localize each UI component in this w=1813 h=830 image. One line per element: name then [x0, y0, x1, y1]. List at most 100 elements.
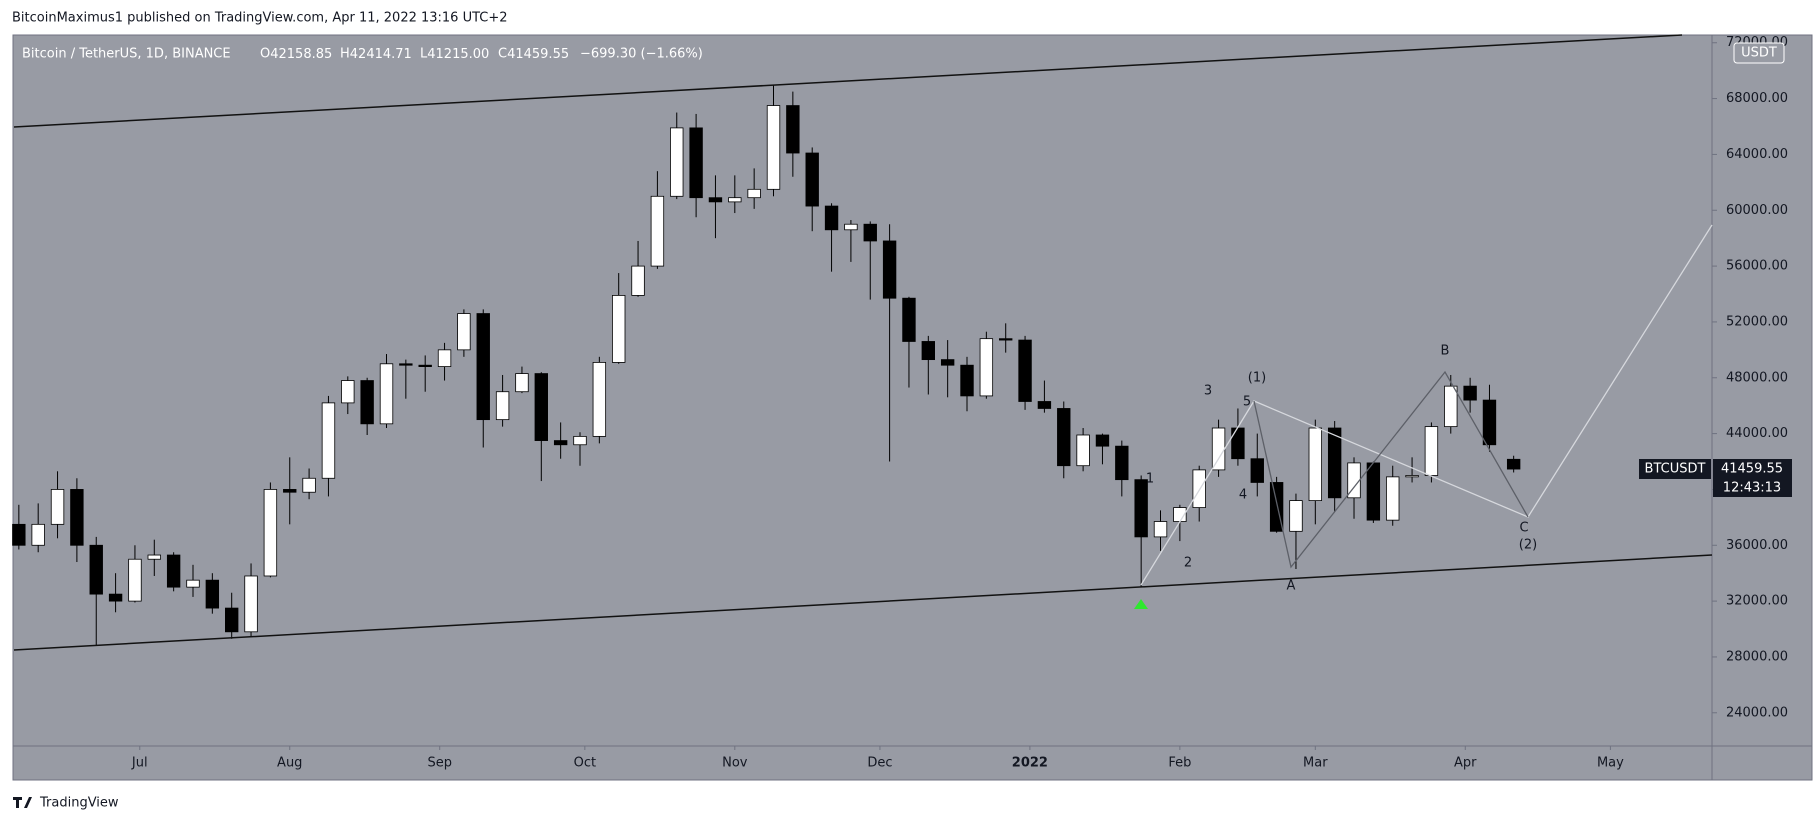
candle-body [766, 105, 781, 190]
candle-body [418, 364, 432, 367]
wave-label: A [1287, 579, 1296, 594]
legend-c: C41459.55 [498, 47, 569, 62]
candle-body [302, 477, 316, 493]
candle-body [283, 489, 297, 493]
symbol-tag-text: BTCUSDT [1645, 462, 1706, 477]
candle-body [940, 359, 955, 366]
footer-brand: TradingView [39, 796, 119, 811]
candle-body [805, 152, 819, 207]
candle-body [979, 338, 994, 397]
candle-body [1057, 408, 1071, 467]
x-tick-label: Aug [277, 756, 302, 771]
wave-label: 1 [1146, 472, 1154, 487]
candle-body [1231, 427, 1245, 460]
price-tag-value: 41459.55 [1721, 462, 1783, 477]
candle-body [437, 349, 452, 367]
wave-label: 3 [1204, 384, 1212, 399]
candle-body [186, 579, 200, 588]
candle-body [321, 402, 336, 479]
candle-body [824, 205, 839, 231]
countdown: 12:43:13 [1723, 481, 1781, 496]
y-tick-label: 64000.00 [1726, 147, 1788, 162]
candle-body [1347, 462, 1361, 499]
candle-body [1192, 469, 1206, 508]
legend-low: 41215.00 [427, 47, 489, 62]
wave-label: (2) [1519, 538, 1537, 553]
candle-body [1250, 458, 1264, 483]
currency: USDT [1741, 46, 1777, 61]
candle-body [1506, 458, 1521, 470]
candle-body [882, 240, 897, 299]
symbol-tag [1639, 459, 1711, 479]
legend-high: 42414.71 [350, 47, 412, 62]
candle-body [1134, 479, 1148, 538]
legend-close: 41459.55 [507, 47, 569, 62]
y-tick-label: 32000.00 [1726, 594, 1788, 609]
candle-body [205, 579, 220, 609]
x-tick-label: Sep [427, 756, 452, 771]
candle-body [89, 544, 103, 595]
candle-body [1386, 476, 1400, 521]
candle-body [1037, 401, 1052, 409]
candle-body [902, 297, 916, 342]
wave-label: 2 [1184, 556, 1192, 571]
candle-body [534, 373, 548, 441]
candle-body [1153, 521, 1168, 538]
candle-body [379, 363, 394, 425]
annotations: 1 2 3 4 5 (1) A B C (2) [1146, 344, 1537, 594]
candle-body [786, 105, 800, 154]
x-tick-label: Mar [1303, 756, 1328, 771]
candle-body [108, 593, 123, 602]
candle-body [12, 523, 26, 546]
candle-body [1095, 434, 1110, 447]
candle-body [650, 195, 665, 267]
x-tick-label: 2022 [1012, 756, 1048, 771]
candle-body [166, 554, 181, 588]
candle-body [515, 373, 529, 393]
candle-body [1076, 434, 1090, 467]
candle-body [670, 127, 684, 197]
legend-o: O42158.85 [260, 47, 332, 62]
candle-body [1018, 339, 1032, 402]
candle-body [360, 380, 374, 425]
y-tick-label: 60000.00 [1726, 203, 1788, 218]
legend-l: L41215.00 [420, 47, 489, 62]
candle-body [592, 362, 607, 437]
publisher: BitcoinMaximus1 published on TradingView… [12, 11, 508, 26]
candle-body [1308, 427, 1323, 502]
currency-box [1733, 42, 1785, 64]
candle-body [399, 363, 413, 366]
candle-body [341, 380, 355, 404]
candle-body [1289, 500, 1303, 532]
chart-panel [12, 34, 1813, 781]
candle-body [708, 197, 723, 203]
y-tick-label: 24000.00 [1726, 705, 1788, 720]
candle-body [999, 338, 1013, 341]
price-tag [1713, 459, 1792, 497]
candle-body [1115, 445, 1129, 481]
candle-body [1482, 399, 1497, 446]
candle-body [1463, 385, 1477, 401]
y-tick-label: 36000.00 [1726, 538, 1788, 553]
wave-label: (1) [1248, 371, 1266, 386]
wave-abc [1253, 370, 1529, 569]
channel-upper [13, 34, 1683, 128]
candle-body [225, 607, 239, 633]
candle-body [1327, 427, 1342, 499]
y-tick-label: 68000.00 [1726, 91, 1788, 106]
y-tick-label: 28000.00 [1726, 649, 1788, 664]
candle-body [844, 223, 858, 231]
legend-open: 42158.85 [270, 47, 332, 62]
candle-body [1405, 475, 1419, 478]
y-tick-label: 48000.00 [1726, 370, 1788, 385]
x-tick-label: Jul [131, 756, 148, 771]
candle-body [863, 223, 877, 242]
candle-body [612, 295, 626, 363]
x-tick-label: Nov [722, 756, 748, 771]
candle-body [553, 440, 568, 446]
candle-body [50, 489, 65, 525]
candle-body [147, 554, 161, 560]
x-tick-label: Feb [1168, 756, 1191, 771]
y-tick-label: 44000.00 [1726, 426, 1788, 441]
